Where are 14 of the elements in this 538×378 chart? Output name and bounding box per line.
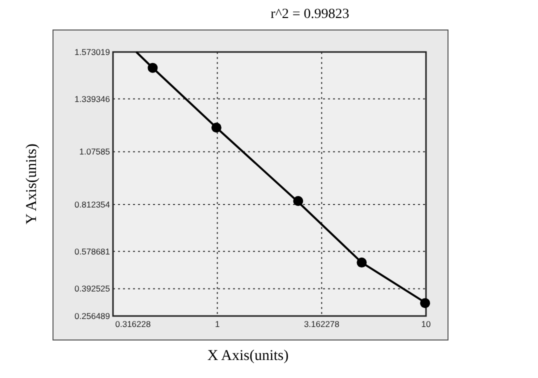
y-tick-label: 0.256489: [74, 310, 110, 321]
y-axis-title: Y Axis(units): [24, 144, 40, 224]
x-tick-label: 1: [214, 319, 220, 329]
chart-title: r^2 = 0.99823: [270, 7, 350, 22]
x-tick-label: 10: [421, 319, 431, 329]
y-tick-label: 0.812354: [74, 200, 110, 210]
x-tick-label: 0.316228: [115, 319, 151, 329]
y-tick-label: 0.392525: [74, 284, 110, 294]
y-tick-label: 0.578681: [74, 246, 110, 256]
y-tick-label: 1.339346: [74, 94, 110, 104]
y-tick-label: 1.07585: [79, 146, 110, 157]
y-tick-label: 1.573019: [74, 46, 110, 57]
x-axis-title: X Axis(units): [207, 348, 289, 364]
x-tick-label: 3.162278: [304, 319, 340, 329]
